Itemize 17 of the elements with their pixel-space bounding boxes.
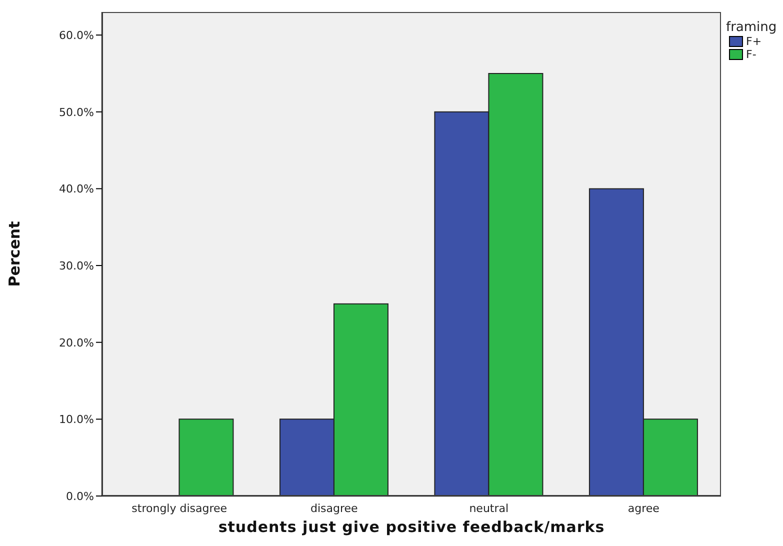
y-tick-label: 40.0% xyxy=(59,182,94,196)
x-tick-label: agree xyxy=(628,502,660,515)
legend-label: F+ xyxy=(746,35,762,48)
y-tick-label: 10.0% xyxy=(59,413,94,426)
y-tick-label: 20.0% xyxy=(59,336,94,350)
y-axis-title: Percent xyxy=(5,221,24,287)
y-tick-label: 0.0% xyxy=(66,490,94,503)
legend-label: F- xyxy=(746,48,756,61)
bar xyxy=(178,418,234,496)
x-tick-label: disagree xyxy=(310,502,358,515)
legend-title: framing xyxy=(726,20,778,35)
x-tick-label: neutral xyxy=(469,502,509,515)
y-tick-label: 50.0% xyxy=(59,106,94,119)
y-tick-label: 60.0% xyxy=(59,28,94,42)
x-axis-title: students just give positive feedback/marks xyxy=(218,518,605,536)
y-tick-label: 30.0% xyxy=(59,259,94,272)
x-tick-label: strongly disagree xyxy=(132,502,228,515)
